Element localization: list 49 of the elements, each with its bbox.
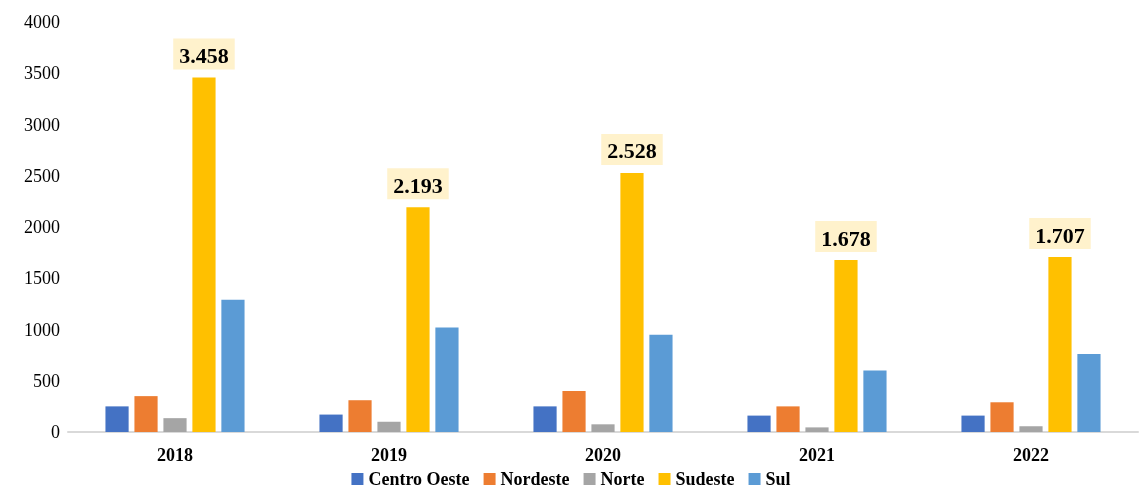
bar xyxy=(134,396,158,432)
data-label: 1.678 xyxy=(821,225,871,251)
legend-label: Norte xyxy=(600,469,645,489)
bar xyxy=(776,406,800,432)
y-tick-label: 3500 xyxy=(24,63,60,84)
bar xyxy=(834,260,858,432)
bar xyxy=(562,391,586,432)
bar xyxy=(533,406,557,432)
y-tick-label: 2500 xyxy=(24,165,60,186)
bar xyxy=(649,334,673,432)
legend-label: Sul xyxy=(765,469,791,489)
x-tick-label: 2020 xyxy=(585,445,621,465)
bar xyxy=(620,172,644,432)
bar xyxy=(961,415,985,432)
bar xyxy=(406,207,430,432)
bar xyxy=(805,427,829,432)
bar xyxy=(1077,354,1101,432)
bar xyxy=(105,406,129,432)
bar xyxy=(990,402,1014,432)
y-tick-label: 1500 xyxy=(24,268,60,289)
bar xyxy=(221,299,245,432)
bar xyxy=(435,327,459,432)
legend-label: Sudeste xyxy=(675,469,735,489)
bar xyxy=(747,415,771,432)
bar xyxy=(1048,257,1072,432)
x-tick-label: 2021 xyxy=(799,445,835,465)
bar xyxy=(377,421,401,432)
bar xyxy=(319,414,343,432)
y-tick-label: 3000 xyxy=(24,114,60,135)
x-tick-label: 2018 xyxy=(157,445,193,465)
bar xyxy=(1019,426,1043,432)
bar xyxy=(192,77,216,432)
legend-label: Centro Oeste xyxy=(368,469,470,489)
data-label: 2.193 xyxy=(393,172,443,198)
x-tick-label: 2019 xyxy=(371,445,407,465)
bar xyxy=(591,424,615,432)
y-tick-label: 0 xyxy=(51,422,60,442)
bar xyxy=(348,400,372,432)
y-tick-label: 500 xyxy=(33,370,60,391)
bar xyxy=(163,418,187,432)
x-tick-label: 2022 xyxy=(1013,445,1049,465)
data-label: 2.528 xyxy=(607,138,657,164)
data-label: 3.458 xyxy=(179,43,229,69)
y-tick-label: 4000 xyxy=(24,12,60,32)
y-tick-label: 1000 xyxy=(24,319,60,340)
data-label: 1.707 xyxy=(1035,222,1085,248)
legend-label: Nordeste xyxy=(500,469,570,489)
y-tick-label: 2000 xyxy=(24,217,60,237)
bar xyxy=(863,370,887,432)
